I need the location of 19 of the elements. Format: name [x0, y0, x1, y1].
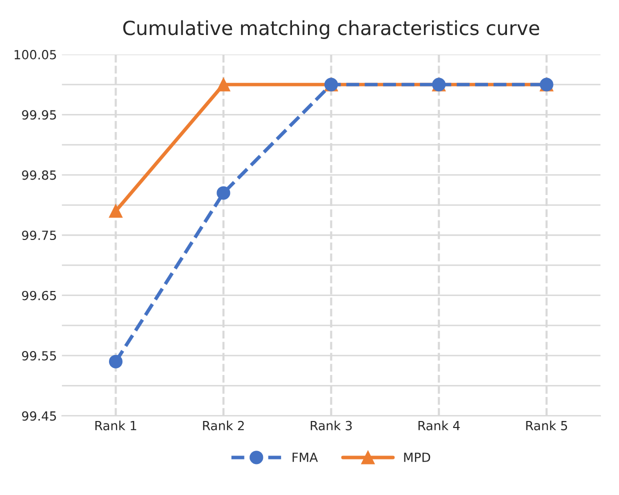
point — [216, 78, 230, 92]
x-tick-label: Rank 4 — [418, 420, 460, 430]
point — [108, 354, 123, 368]
y-tick-label: 99.65 — [22, 290, 56, 300]
x-tick-label: Rank 5 — [526, 420, 568, 430]
point — [216, 186, 230, 200]
y-tick-label: 99.45 — [22, 411, 56, 421]
y-tick-label: 99.75 — [22, 230, 56, 240]
y-tick-label: 100.05 — [14, 50, 56, 60]
legend-label: MPD — [404, 452, 430, 462]
legend-label: FMA — [292, 452, 318, 462]
x-tick-label: Rank 1 — [95, 420, 136, 430]
x-tick-label: Rank 2 — [203, 420, 244, 430]
y-tick-label: 99.55 — [22, 351, 56, 360]
x-tick-label: Rank 3 — [310, 420, 352, 430]
y-tick-label: 99.95 — [22, 110, 56, 120]
point — [108, 204, 123, 218]
y-tick-label: 99.85 — [22, 170, 56, 180]
chart-title: Cumulative matching characteristics curve — [123, 20, 540, 40]
